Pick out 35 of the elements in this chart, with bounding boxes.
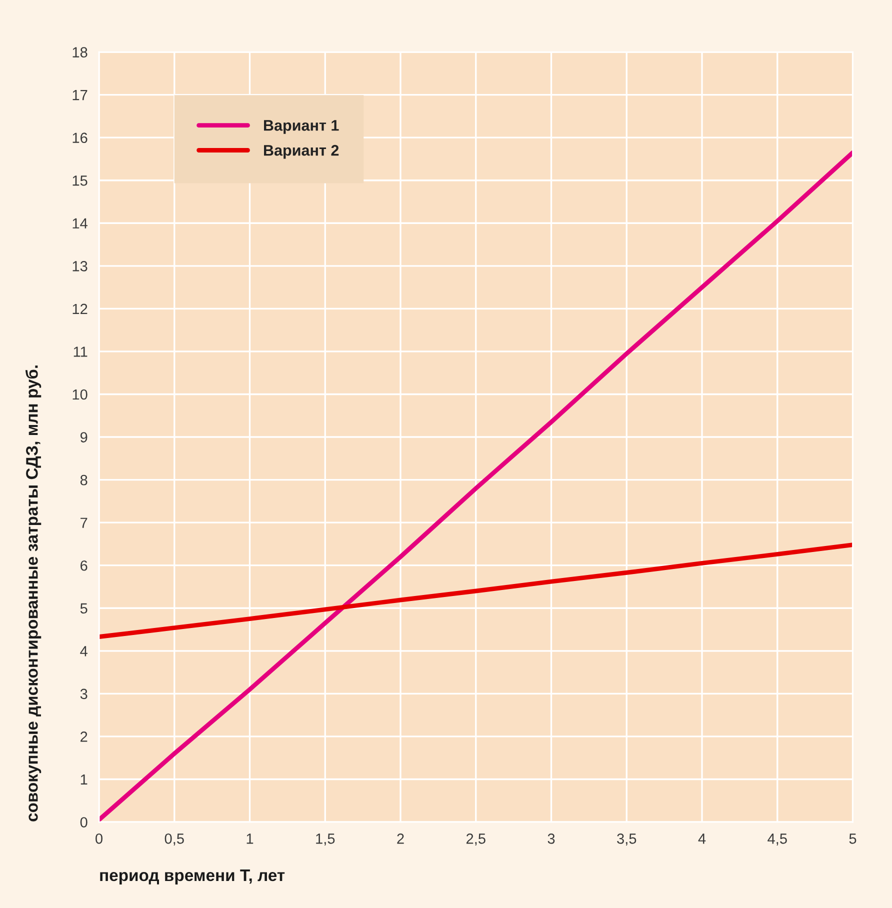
x-tick-label: 3 — [548, 834, 555, 844]
y-tick-label: 2 — [80, 732, 88, 742]
x-axis-title: период времени T, лет — [100, 870, 285, 884]
x-tick-label: 5 — [849, 834, 856, 844]
y-tick-label: 16 — [72, 132, 88, 144]
y-tick-label: 3 — [80, 688, 88, 700]
y-tick-label: 17 — [72, 90, 88, 100]
x-tick-label: 1,5 — [316, 834, 335, 846]
y-tick-label: 15 — [72, 176, 88, 186]
x-tick-label: 2,5 — [466, 834, 486, 846]
legend-label: Вариант 2 — [264, 144, 339, 159]
y-tick-label: 7 — [80, 518, 88, 528]
y-tick-label: 13 — [72, 261, 88, 272]
x-tick-label: 0 — [96, 834, 102, 844]
y-tick-label: 5 — [80, 603, 88, 614]
y-tick-label: 9 — [80, 432, 88, 442]
line-series — [99, 542, 853, 640]
y-tick-label: 14 — [72, 218, 88, 228]
y-tick-label: 6 — [80, 560, 88, 571]
y-tick-label: 1 — [80, 774, 88, 785]
x-tick-label: 0,5 — [164, 834, 184, 846]
x-tick-label: 4,5 — [768, 834, 787, 846]
x-tick-label: 4 — [698, 834, 706, 844]
y-tick-label: 11 — [74, 346, 88, 357]
y-tick-label: 10 — [72, 389, 88, 400]
x-tick-label: 2 — [397, 834, 404, 844]
y-tick-label: 18 — [72, 47, 88, 58]
y-tick-label: 12 — [72, 304, 88, 314]
legend-label: Вариант 1 — [264, 120, 339, 134]
y-tick-label: 8 — [80, 474, 88, 486]
y-axis-title: совокупные дисконтированные затраты СДЗ, млн руб. — [25, 366, 42, 822]
y-tick-label: 0 — [80, 817, 88, 828]
x-tick-label: 3,5 — [617, 834, 636, 846]
y-tick-label: 4 — [80, 646, 88, 656]
x-tick-label: 1 — [246, 834, 254, 844]
